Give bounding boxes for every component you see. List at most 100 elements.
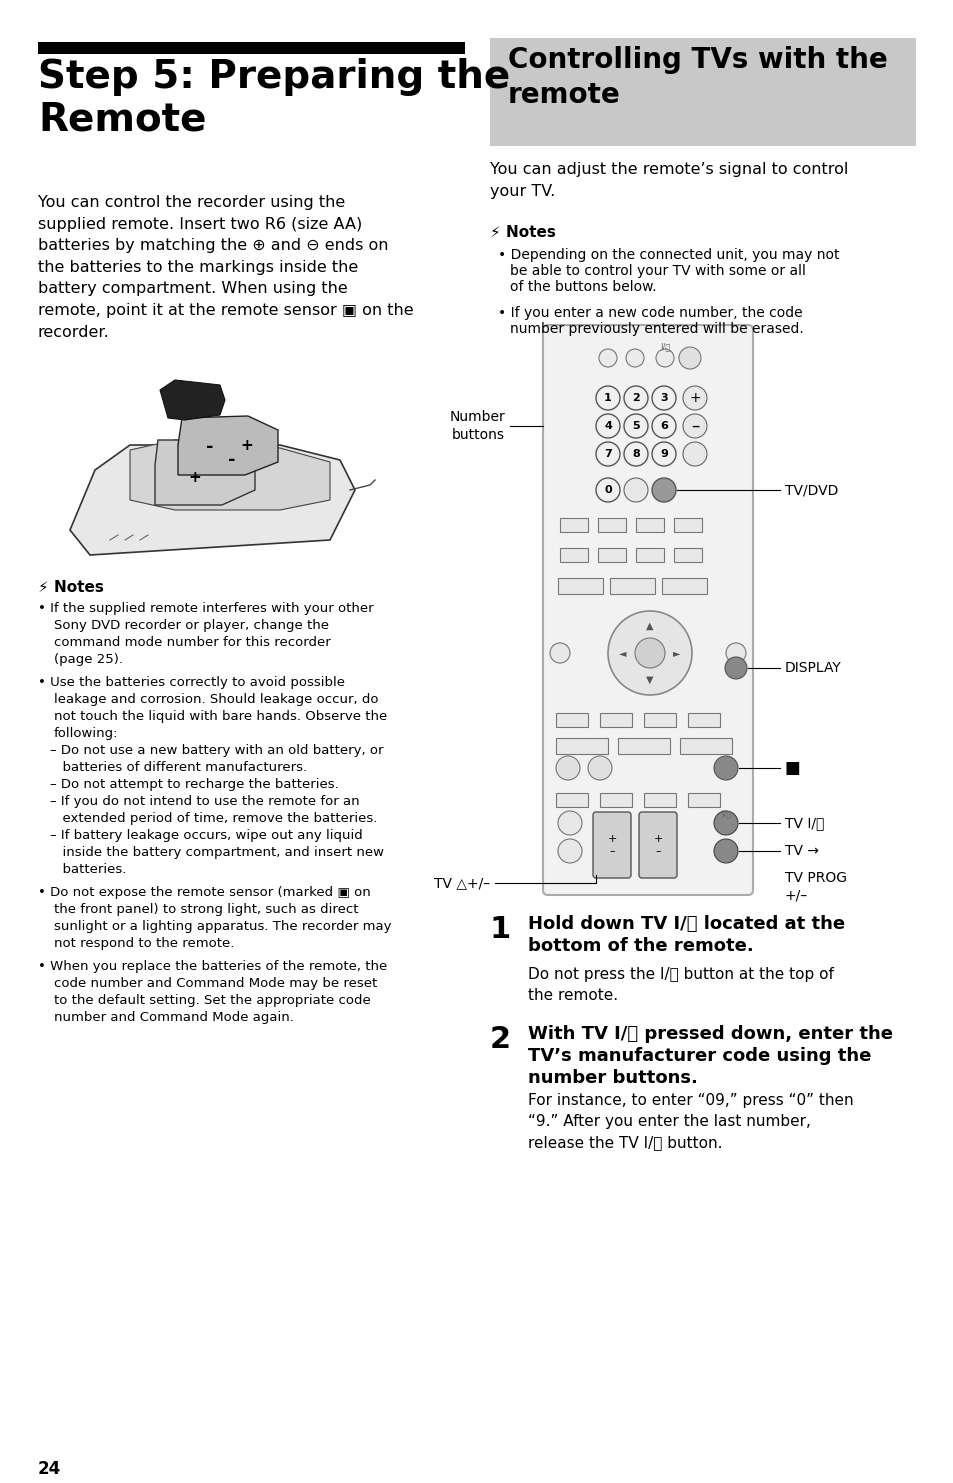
Text: code number and Command Mode may be reset: code number and Command Mode may be rese… <box>54 977 376 991</box>
Circle shape <box>550 644 569 663</box>
Text: +
–: + – <box>653 835 662 856</box>
Text: – Do not attempt to recharge the batteries.: – Do not attempt to recharge the batteri… <box>50 779 338 790</box>
Text: inside the battery compartment, and insert new: inside the battery compartment, and inse… <box>54 845 384 859</box>
Circle shape <box>651 478 676 503</box>
Text: not touch the liquid with bare hands. Observe the: not touch the liquid with bare hands. Ob… <box>54 710 387 724</box>
Circle shape <box>679 347 700 369</box>
Text: I/⏻: I/⏻ <box>720 810 730 819</box>
Bar <box>556 739 607 753</box>
Text: Step 5: Preparing the
Remote: Step 5: Preparing the Remote <box>38 58 510 138</box>
Text: leakage and corrosion. Should leakage occur, do: leakage and corrosion. Should leakage oc… <box>54 693 378 706</box>
Bar <box>558 578 602 595</box>
Text: Controlling TVs with the
remote: Controlling TVs with the remote <box>507 46 887 108</box>
Text: +: + <box>189 470 201 485</box>
FancyBboxPatch shape <box>593 813 630 878</box>
Circle shape <box>607 611 691 696</box>
Circle shape <box>623 414 647 437</box>
Text: TV →: TV → <box>784 844 818 859</box>
Text: Sony DVD recorder or player, change the: Sony DVD recorder or player, change the <box>54 618 329 632</box>
Bar <box>609 578 655 595</box>
Text: batteries of different manufacturers.: batteries of different manufacturers. <box>54 761 307 774</box>
Text: command mode number for this recorder: command mode number for this recorder <box>54 636 331 650</box>
Circle shape <box>596 478 619 503</box>
Text: 1: 1 <box>603 393 611 403</box>
Text: 7: 7 <box>603 449 611 460</box>
Text: 2: 2 <box>632 393 639 403</box>
Bar <box>636 518 663 532</box>
Text: For instance, to enter “09,” press “0” then
“9.” After you enter the last number: For instance, to enter “09,” press “0” t… <box>527 1093 853 1149</box>
Text: – If battery leakage occurs, wipe out any liquid: – If battery leakage occurs, wipe out an… <box>50 829 362 842</box>
Bar <box>559 518 587 532</box>
FancyBboxPatch shape <box>542 325 752 896</box>
Bar <box>636 549 663 562</box>
Text: • When you replace the batteries of the remote, the: • When you replace the batteries of the … <box>38 960 387 973</box>
Circle shape <box>682 414 706 437</box>
Bar <box>556 713 587 727</box>
Circle shape <box>713 756 738 780</box>
Circle shape <box>598 349 617 366</box>
Text: • Use the batteries correctly to avoid possible: • Use the batteries correctly to avoid p… <box>38 676 345 690</box>
Text: With TV I/⏻ pressed down, enter the
TV’s manufacturer code using the
number butt: With TV I/⏻ pressed down, enter the TV’s… <box>527 1025 892 1087</box>
Text: (page 25).: (page 25). <box>54 653 123 666</box>
Text: not respond to the remote.: not respond to the remote. <box>54 937 234 951</box>
Text: number and Command Mode again.: number and Command Mode again. <box>54 1011 294 1023</box>
Text: Hold down TV I/⏻ located at the
bottom of the remote.: Hold down TV I/⏻ located at the bottom o… <box>527 915 844 955</box>
Polygon shape <box>160 380 225 420</box>
Text: +
–: + – <box>607 835 616 856</box>
Text: 8: 8 <box>632 449 639 460</box>
Circle shape <box>556 756 579 780</box>
Text: ►: ► <box>673 648 680 658</box>
Text: -: - <box>206 437 213 455</box>
Circle shape <box>587 756 612 780</box>
Text: 24: 24 <box>38 1459 61 1479</box>
Bar <box>687 793 720 807</box>
Circle shape <box>682 442 706 466</box>
Bar <box>661 578 706 595</box>
Text: -: - <box>228 451 235 469</box>
Text: 1: 1 <box>490 915 511 945</box>
Bar <box>559 549 587 562</box>
Polygon shape <box>130 440 330 510</box>
Bar <box>643 793 676 807</box>
Circle shape <box>625 349 643 366</box>
Text: the front panel) to strong light, such as direct: the front panel) to strong light, such a… <box>54 903 358 916</box>
Text: +: + <box>240 437 253 452</box>
Circle shape <box>623 478 647 503</box>
FancyBboxPatch shape <box>639 813 677 878</box>
Bar <box>598 518 625 532</box>
Text: • Do not expose the remote sensor (marked ▣ on: • Do not expose the remote sensor (marke… <box>38 885 371 899</box>
Text: ⚡ Notes: ⚡ Notes <box>38 580 104 595</box>
Text: • Depending on the connected unit, you may not: • Depending on the connected unit, you m… <box>497 248 839 262</box>
Text: TV PROG
+/–: TV PROG +/– <box>784 871 846 902</box>
Text: be able to control your TV with some or all: be able to control your TV with some or … <box>510 264 805 277</box>
Bar <box>599 793 631 807</box>
Text: Number
buttons: Number buttons <box>449 411 504 442</box>
Polygon shape <box>70 445 355 555</box>
Bar <box>490 39 915 145</box>
Text: You can adjust the remote’s signal to control
your TV.: You can adjust the remote’s signal to co… <box>490 162 847 199</box>
Text: 9: 9 <box>659 449 667 460</box>
Circle shape <box>651 386 676 409</box>
Circle shape <box>558 839 581 863</box>
Text: Do not press the I/⏻ button at the top of
the remote.: Do not press the I/⏻ button at the top o… <box>527 967 833 1003</box>
Text: 3: 3 <box>659 393 667 403</box>
Circle shape <box>651 414 676 437</box>
Text: –: – <box>690 417 699 435</box>
Text: TV I/⏻: TV I/⏻ <box>784 816 823 830</box>
Text: to the default setting. Set the appropriate code: to the default setting. Set the appropri… <box>54 994 371 1007</box>
Circle shape <box>713 839 738 863</box>
Text: ▲: ▲ <box>645 621 653 630</box>
Text: • If the supplied remote interferes with your other: • If the supplied remote interferes with… <box>38 602 374 615</box>
Text: You can control the recorder using the
supplied remote. Insert two R6 (size AA)
: You can control the recorder using the s… <box>38 194 414 340</box>
Circle shape <box>724 657 746 679</box>
Text: 2: 2 <box>490 1025 511 1054</box>
Circle shape <box>656 349 673 366</box>
Circle shape <box>623 442 647 466</box>
Text: • If you enter a new code number, the code: • If you enter a new code number, the co… <box>497 305 801 320</box>
Text: ■: ■ <box>784 759 800 777</box>
Bar <box>679 739 731 753</box>
Bar <box>618 739 669 753</box>
Text: 0: 0 <box>603 485 611 495</box>
Bar <box>38 42 464 53</box>
Bar <box>598 549 625 562</box>
